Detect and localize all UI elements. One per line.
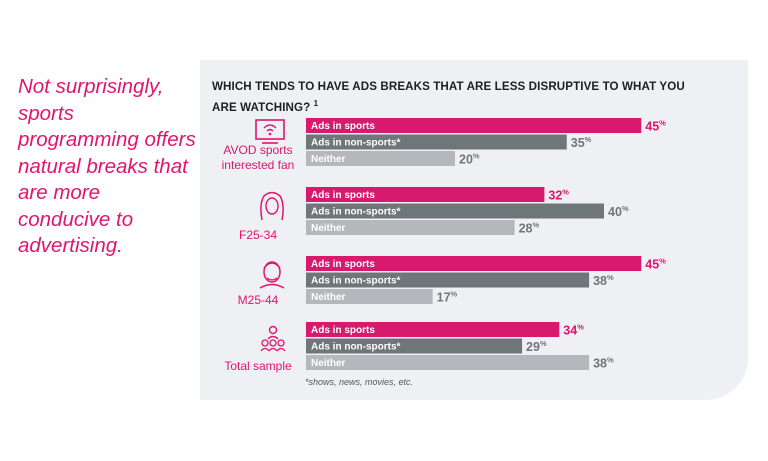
bar-group: Ads in sports 45% Ads in non-sports* 35% Nei… <box>306 118 666 167</box>
bar-value-label: 40% <box>608 204 629 219</box>
bar <box>306 322 560 337</box>
bar-value-label: 20% <box>459 152 480 167</box>
bar-value-label: 29% <box>526 339 547 354</box>
bar <box>306 355 590 370</box>
bar <box>306 118 642 133</box>
chart-title: WHICH TENDS TO HAVE ADS BREAKS THAT ARE … <box>212 78 712 116</box>
bar-series-label: Ads in sports <box>311 325 375 336</box>
bar <box>306 338 523 354</box>
bar-series-label: Ads in sports <box>311 121 375 132</box>
woman-face-icon <box>260 191 284 221</box>
bar-group: Ads in sports 34% Ads in non-sports* 29% Nei… <box>306 322 614 371</box>
tv-wifi-icon <box>255 119 285 144</box>
quote-text: Not surprisingly, sports programming off… <box>18 75 196 257</box>
group-label: interested fan <box>222 158 295 172</box>
bar-value-label: 45% <box>645 257 666 272</box>
bar-series-label: Ads in sports <box>311 190 375 201</box>
bar-series-label: Neither <box>311 358 346 369</box>
bar-value-label: 34% <box>563 323 584 338</box>
bar <box>306 203 604 219</box>
title-footnote-marker: 1 <box>313 99 319 108</box>
bar <box>306 220 515 235</box>
bar-series-label: Ads in sports <box>311 259 375 270</box>
bar-series-label: Neither <box>311 154 346 165</box>
bar <box>306 272 590 288</box>
bar-group: Ads in sports 45% Ads in non-sports* 38% Nei… <box>306 256 666 305</box>
man-face-icon <box>259 261 285 289</box>
bar-series-label: Ads in non-sports* <box>311 342 401 353</box>
bar-series-label: Neither <box>311 292 346 303</box>
bar-value-label: 35% <box>571 135 592 150</box>
bar-value-label: 17% <box>437 290 458 305</box>
bar <box>306 151 455 166</box>
bar-value-label: 45% <box>645 119 666 134</box>
footnote: *shows, news, movies, etc. <box>305 377 414 387</box>
bar-series-label: Ads in non-sports* <box>311 138 401 149</box>
group-label: AVOD sports <box>223 143 292 157</box>
group-people-icon <box>260 325 286 352</box>
group-label: F25-34 <box>239 228 277 242</box>
group-label: M25-44 <box>238 293 279 307</box>
bar <box>306 289 433 304</box>
chart-title-text: WHICH TENDS TO HAVE ADS BREAKS THAT ARE … <box>212 80 685 114</box>
bar-value-label: 32% <box>548 188 569 203</box>
bar-series-label: Neither <box>311 223 346 234</box>
bar-group: Ads in sports 32% Ads in non-sports* 40% Nei… <box>306 187 629 236</box>
bar <box>306 134 567 150</box>
bar <box>306 187 545 202</box>
bar-series-label: Ads in non-sports* <box>311 207 401 218</box>
bar-value-label: 28% <box>519 221 540 236</box>
bar-series-label: Ads in non-sports* <box>311 276 401 287</box>
bar-value-label: 38% <box>593 356 614 371</box>
group-label: Total sample <box>224 359 292 373</box>
bar <box>306 256 642 271</box>
bar-value-label: 38% <box>593 273 614 288</box>
